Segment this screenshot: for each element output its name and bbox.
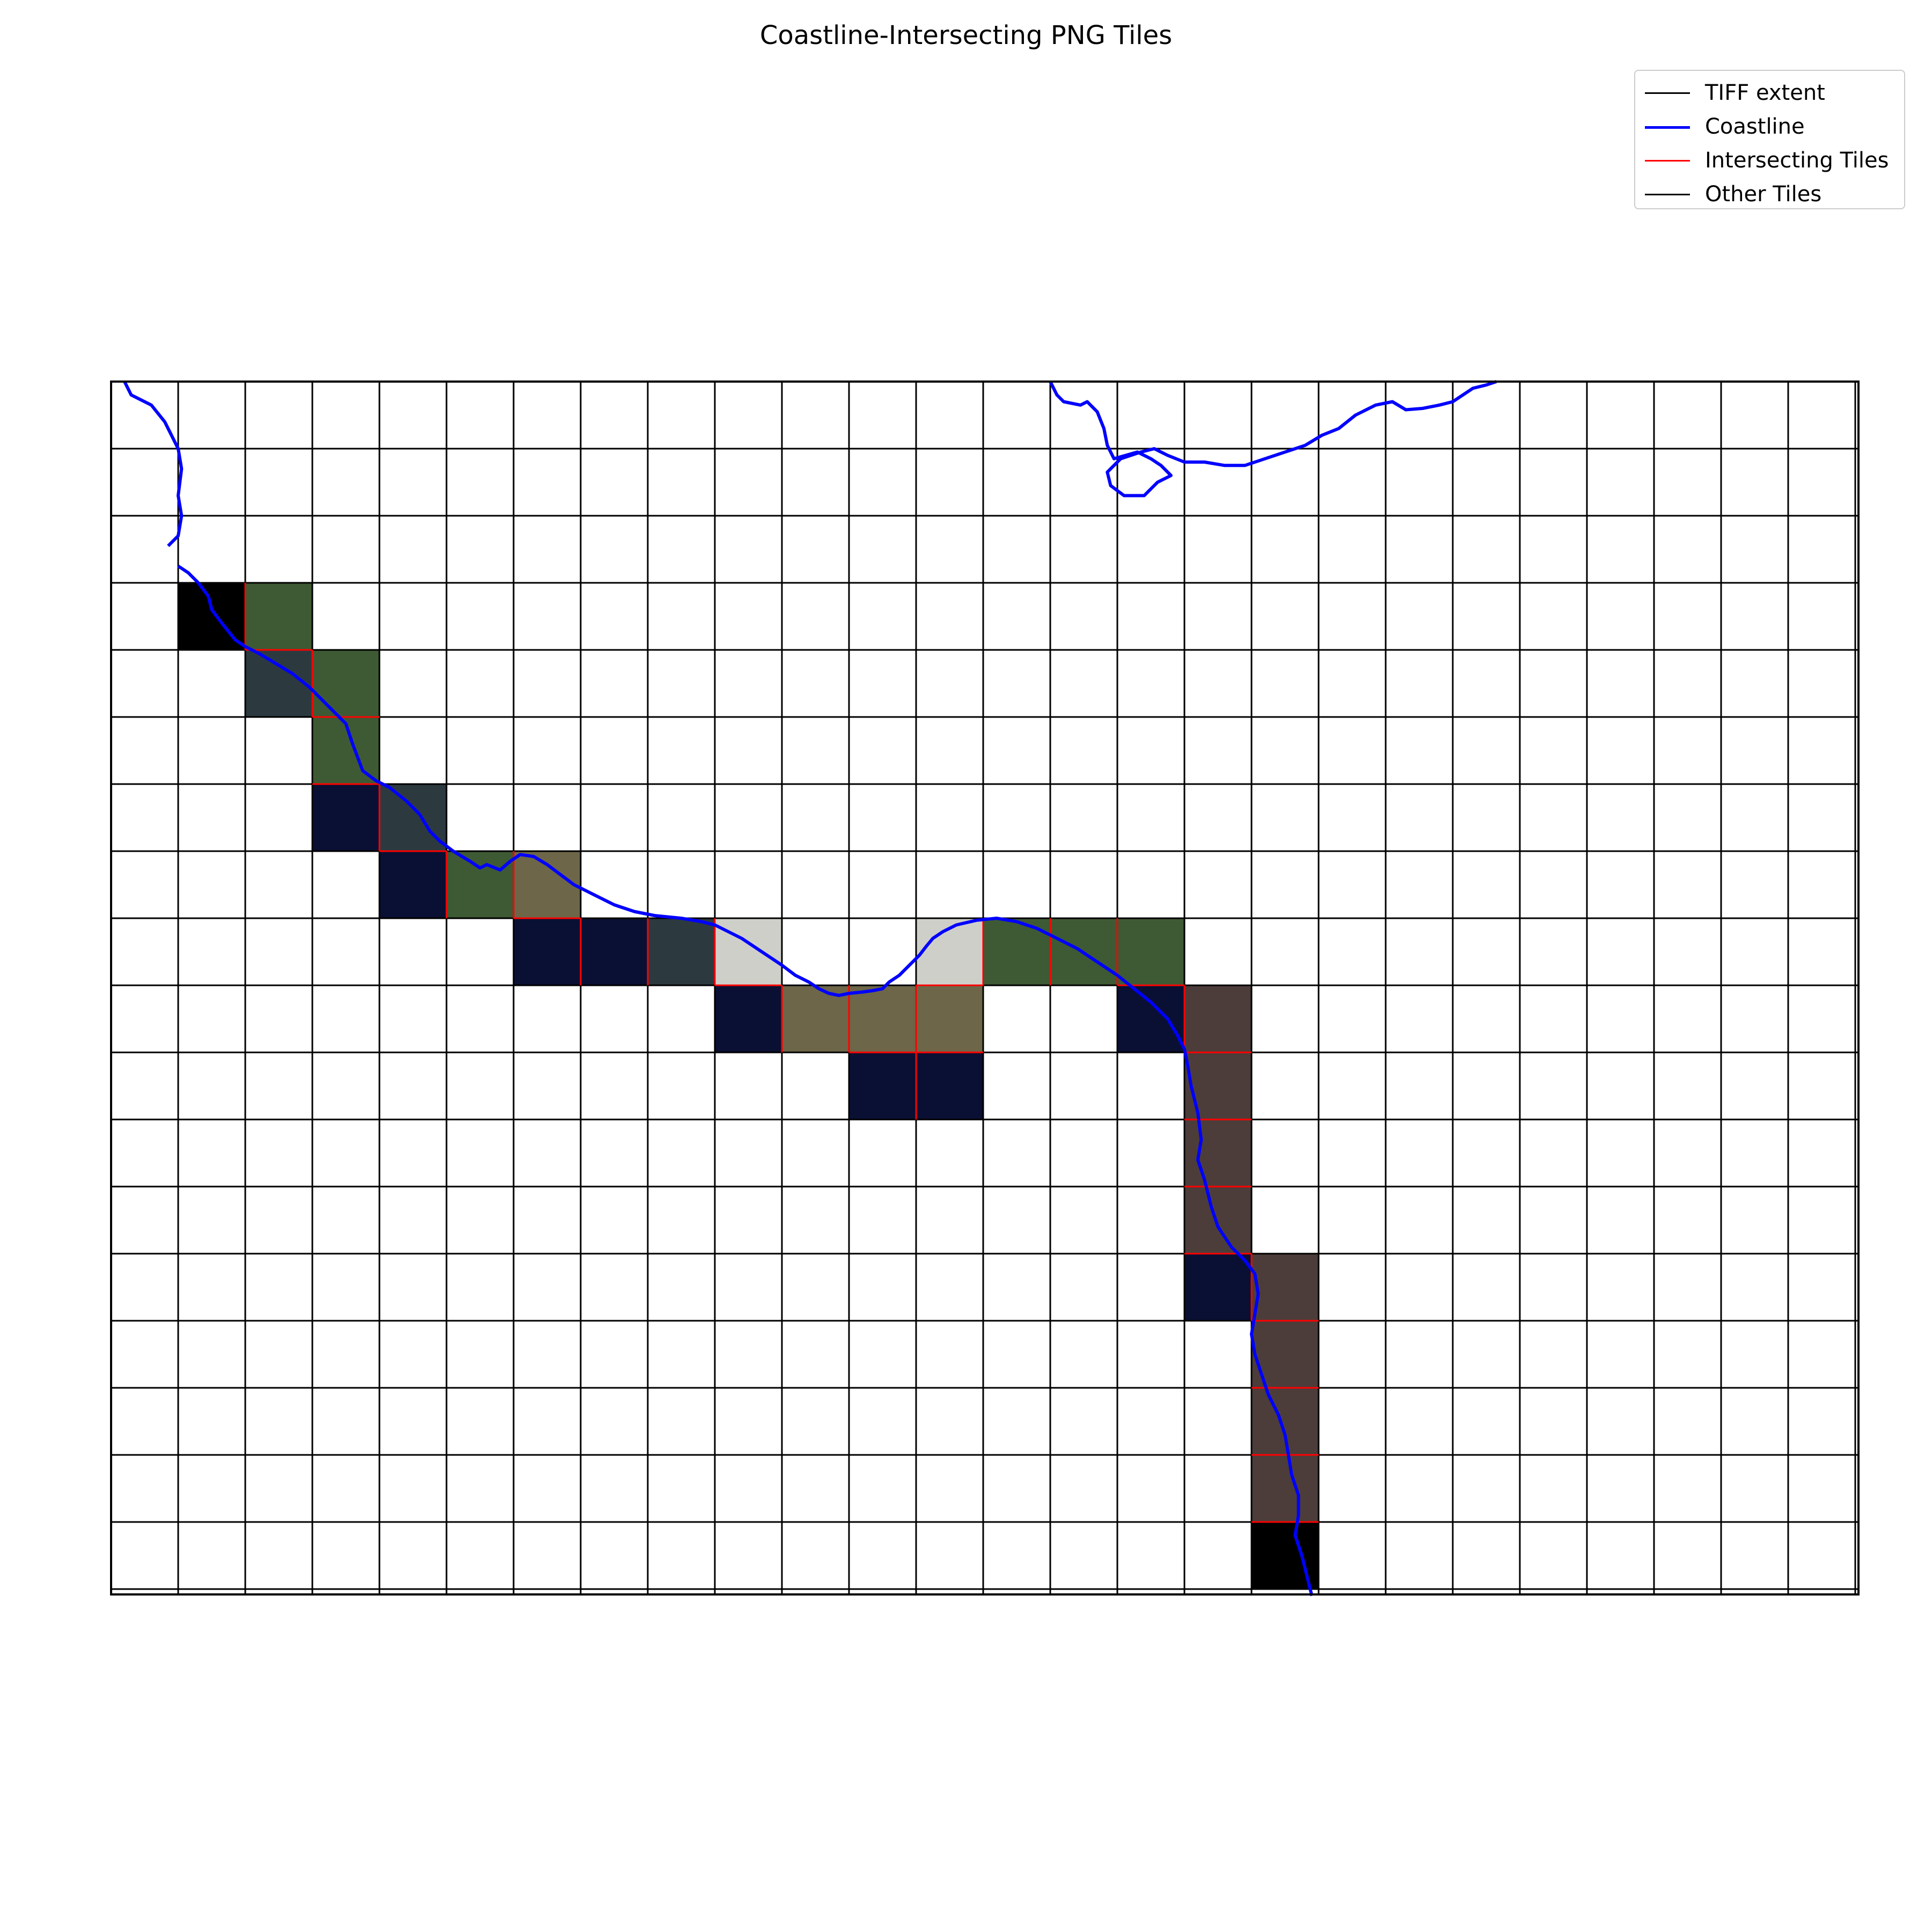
- legend-label: Coastline: [1705, 114, 1805, 139]
- legend-swatch-tiff-extent: [1645, 92, 1690, 94]
- intersecting-tile: [1252, 1254, 1319, 1321]
- intersecting-tile: [379, 784, 447, 851]
- intersecting-tiles-layer: [178, 583, 1319, 1589]
- legend-item-intersecting-tiles: Intersecting Tiles: [1635, 144, 1904, 176]
- intersecting-tile: [849, 985, 916, 1052]
- legend-item-coastline: Coastline: [1635, 110, 1904, 142]
- intersecting-tile: [1184, 1187, 1252, 1254]
- intersecting-tile: [514, 918, 581, 985]
- intersecting-tile: [447, 851, 514, 918]
- legend: TIFF extent Coastline Intersecting Tiles…: [1634, 70, 1905, 209]
- intersecting-tile: [1252, 1388, 1319, 1455]
- coastline-north-east: [1049, 380, 1497, 497]
- intersecting-tile: [1184, 1119, 1252, 1187]
- intersecting-tile: [1184, 1052, 1252, 1119]
- legend-label: Other Tiles: [1705, 182, 1822, 207]
- intersecting-tile: [312, 650, 379, 717]
- intersecting-tile: [916, 985, 983, 1052]
- legend-swatch-intersecting-tiles: [1645, 160, 1690, 162]
- intersecting-tile: [1184, 985, 1252, 1052]
- intersecting-tile: [1252, 1455, 1319, 1522]
- intersecting-tile: [1184, 1254, 1252, 1321]
- legend-label: TIFF extent: [1705, 80, 1825, 105]
- intersecting-tile: [581, 918, 648, 985]
- intersecting-tile: [245, 650, 312, 717]
- tiff-extent: [110, 380, 1860, 1596]
- intersecting-tile: [849, 1052, 916, 1119]
- legend-swatch-coastline: [1645, 126, 1690, 129]
- intersecting-tile: [1117, 918, 1184, 985]
- intersecting-tile: [916, 1052, 983, 1119]
- chart-title: Coastline-Intersecting PNG Tiles: [759, 20, 1173, 50]
- coastline-north-west: [123, 380, 184, 547]
- intersecting-tile: [1117, 985, 1184, 1052]
- coastline-layer: [123, 380, 1497, 1597]
- intersecting-tile: [648, 918, 715, 985]
- intersecting-tile: [715, 985, 782, 1052]
- intersecting-tile: [514, 851, 581, 918]
- intersecting-tile: [379, 851, 447, 918]
- intersecting-tile: [312, 784, 379, 851]
- intersecting-tile: [245, 583, 312, 650]
- coastline-main: [177, 565, 1314, 1597]
- legend-label: Intersecting Tiles: [1705, 148, 1889, 173]
- legend-swatch-other-tiles: [1645, 194, 1690, 195]
- intersecting-tile-borders: [244, 583, 1319, 1523]
- legend-item-tiff-extent: TIFF extent: [1635, 76, 1904, 108]
- legend-item-other-tiles: Other Tiles: [1635, 178, 1904, 210]
